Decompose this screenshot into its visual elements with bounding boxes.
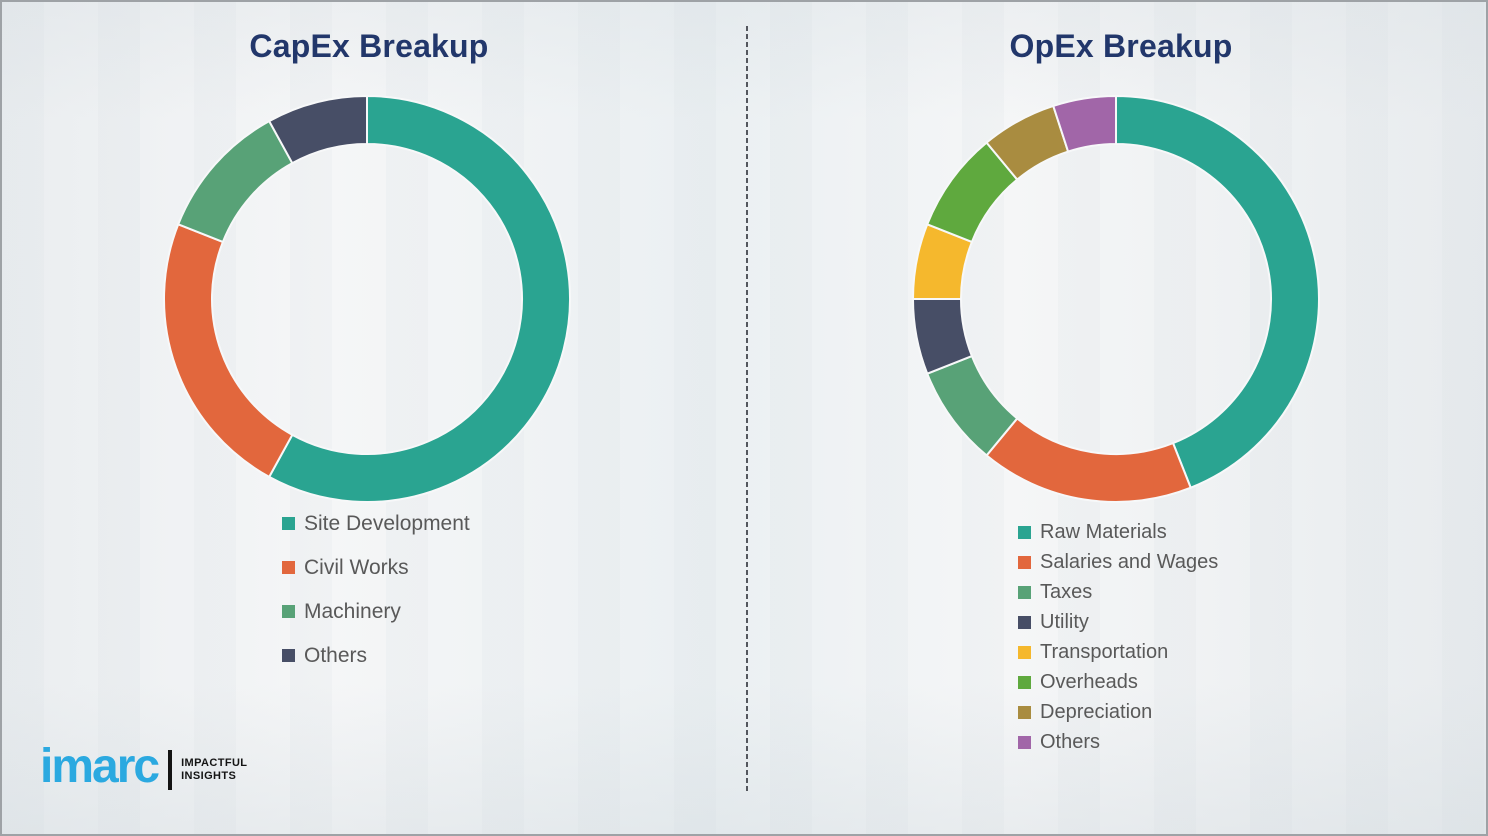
legend-label: Others — [304, 644, 368, 667]
logo-separator-bar — [168, 750, 173, 790]
logo-tagline: IMPACTFUL INSIGHTS — [181, 757, 247, 783]
legend-label: Depreciation — [1040, 701, 1153, 723]
legend-swatch-icon — [1018, 555, 1031, 569]
donut-segment-raw-materials — [1115, 94, 1320, 490]
donut-segment-salaries-and-wages — [985, 417, 1193, 503]
legend-label: Transportation — [1040, 641, 1169, 663]
donut-segment-others — [267, 94, 368, 165]
logo-tagline-line1: IMPACTFUL — [181, 757, 248, 769]
legend-label: Machinery — [304, 600, 401, 623]
legend-item-site-development: Site Development — [282, 510, 470, 537]
legend-item-others: Others — [282, 642, 470, 669]
legend-label: Site Development — [304, 512, 470, 535]
legend-swatch-icon — [1018, 525, 1031, 539]
legend-label: Taxes — [1040, 581, 1093, 603]
logo-tagline-line2: INSIGHTS — [181, 770, 237, 782]
imarc-logo-wordmark: imarc — [40, 740, 160, 793]
donut-segment-civil-works — [163, 222, 294, 479]
legend-label: Civil Works — [304, 556, 409, 579]
legend-swatch-icon — [282, 517, 295, 530]
legend-item-utility: Utility — [1018, 609, 1218, 635]
legend-swatch-icon — [1018, 705, 1031, 719]
donut-segment-others — [1052, 94, 1117, 153]
dashed-divider — [746, 26, 748, 792]
legend-item-overheads: Overheads — [1018, 669, 1218, 695]
opex-legend: Raw Materials Salaries and Wages Taxes Util… — [1018, 519, 1218, 755]
legend-item-machinery: Machinery — [282, 598, 470, 625]
legend-swatch-icon — [1018, 675, 1031, 689]
opex-donut-chart — [911, 94, 1321, 504]
legend-label: Raw Materials — [1040, 521, 1167, 543]
legend-item-others: Others — [1018, 729, 1218, 755]
legend-swatch-icon — [1018, 585, 1031, 599]
legend-label: Utility — [1040, 611, 1089, 633]
legend-item-raw-materials: Raw Materials — [1018, 519, 1218, 545]
legend-swatch-icon — [1018, 615, 1031, 629]
legend-swatch-icon — [1018, 735, 1031, 749]
legend-item-taxes: Taxes — [1018, 579, 1218, 605]
legend-swatch-icon — [1018, 645, 1031, 659]
legend-item-depreciation: Depreciation — [1018, 699, 1218, 725]
legend-item-salaries-and-wages: Salaries and Wages — [1018, 549, 1218, 575]
legend-label: Salaries and Wages — [1040, 551, 1219, 573]
capex-chart-title: CapEx Breakup — [249, 28, 489, 64]
legend-swatch-icon — [282, 649, 295, 662]
imarc-logo: imarc IMPACTFUL INSIGHTS — [40, 738, 247, 796]
legend-swatch-icon — [282, 561, 295, 574]
donut-segment-machinery — [176, 119, 294, 244]
opex-chart-title: OpEx Breakup — [1009, 28, 1233, 64]
legend-item-civil-works: Civil Works — [282, 554, 470, 581]
donut-segment-site-development — [267, 94, 571, 503]
capex-legend: Site Development Civil Works Machinery Othe… — [282, 510, 470, 669]
capex-donut-chart — [162, 94, 572, 504]
legend-swatch-icon — [282, 605, 295, 618]
legend-item-transportation: Transportation — [1018, 639, 1218, 665]
legend-label: Overheads — [1040, 671, 1138, 693]
legend-label: Others — [1040, 731, 1101, 753]
